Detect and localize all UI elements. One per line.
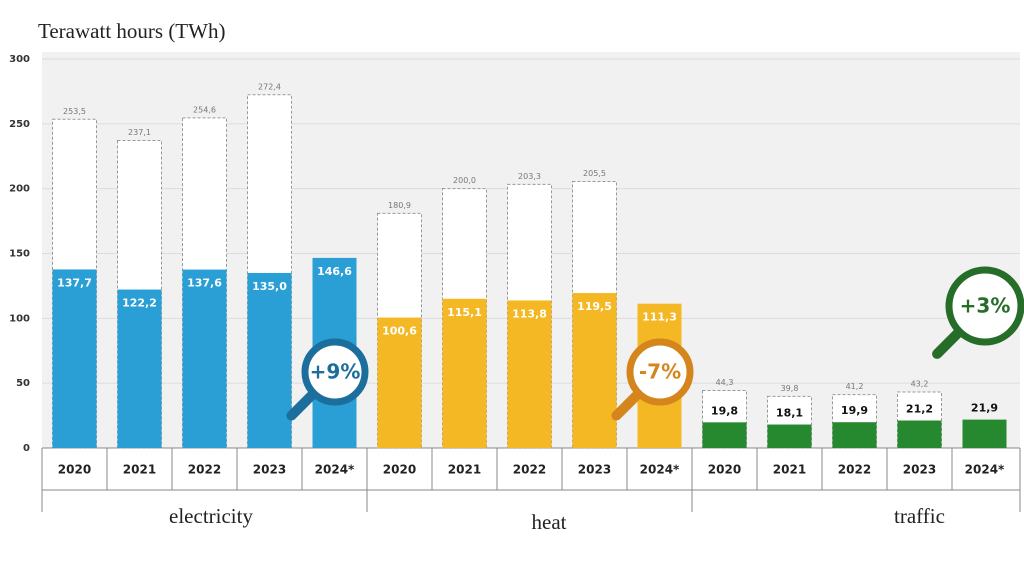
bar xyxy=(247,272,292,448)
total-label: 253,5 xyxy=(63,107,86,116)
value-label: 21,9 xyxy=(971,402,998,415)
badge-handle xyxy=(286,388,319,421)
badge-label: +9% xyxy=(310,360,361,384)
y-tick-label: 250 xyxy=(9,119,30,130)
badge-label: +3% xyxy=(960,294,1011,318)
total-label: 254,6 xyxy=(193,105,216,114)
group-label: electricity xyxy=(169,504,253,528)
x-tick-label: 2021 xyxy=(448,463,481,477)
x-tick-label: 2023 xyxy=(578,463,611,477)
x-tick-label: 2020 xyxy=(383,463,416,477)
x-tick-label: 2024* xyxy=(640,463,680,477)
value-label: 19,8 xyxy=(711,404,738,417)
x-tick-label: 2020 xyxy=(708,463,741,477)
value-label: 21,2 xyxy=(906,403,933,416)
group-label: heat xyxy=(532,510,567,534)
y-tick-label: 200 xyxy=(9,184,30,195)
x-tick-label: 2021 xyxy=(123,463,156,477)
value-label: 18,1 xyxy=(776,407,803,420)
total-label: 44,3 xyxy=(716,378,734,387)
bar xyxy=(897,420,942,448)
x-tick-label: 2021 xyxy=(773,463,806,477)
bar xyxy=(52,269,97,448)
y-tick-label: 150 xyxy=(9,249,30,260)
value-label: 135,0 xyxy=(252,280,287,293)
bar xyxy=(832,422,877,448)
value-label: 122,2 xyxy=(122,297,157,310)
badge xyxy=(301,338,369,406)
badge-label: -7% xyxy=(639,360,681,384)
bar xyxy=(377,317,422,448)
y-tick-label: 100 xyxy=(9,313,30,324)
total-label: 39,8 xyxy=(781,384,799,393)
x-tick-label: 2022 xyxy=(188,463,221,477)
bar xyxy=(442,298,487,448)
value-label: 19,9 xyxy=(841,404,868,417)
value-label: 137,6 xyxy=(187,277,222,290)
total-label: 203,3 xyxy=(518,172,541,181)
total-label: 200,0 xyxy=(453,176,476,185)
x-tick-label: 2022 xyxy=(513,463,546,477)
bar xyxy=(182,269,227,448)
total-label: 41,2 xyxy=(846,382,864,391)
value-label: 146,6 xyxy=(317,265,352,278)
total-label: 180,9 xyxy=(388,201,411,210)
bar xyxy=(572,293,617,448)
bar xyxy=(507,300,552,448)
value-label: 115,1 xyxy=(447,306,482,319)
x-tick-label: 2020 xyxy=(58,463,91,477)
bar xyxy=(962,419,1007,448)
x-tick-label: 2024* xyxy=(315,463,355,477)
total-label: 43,2 xyxy=(911,379,929,388)
value-label: 113,8 xyxy=(512,307,547,320)
x-tick-label: 2023 xyxy=(253,463,286,477)
badge xyxy=(945,266,1024,346)
x-tick-label: 2023 xyxy=(903,463,936,477)
total-label: 205,5 xyxy=(583,169,606,178)
total-label: 272,4 xyxy=(258,82,281,91)
value-label: 137,7 xyxy=(57,276,92,289)
bar xyxy=(767,424,812,448)
badge-handle xyxy=(611,388,644,421)
value-label: 111,3 xyxy=(642,311,677,324)
chart-title: Terawatt hours (TWh) xyxy=(38,19,225,43)
value-label: 119,5 xyxy=(577,300,612,313)
badge xyxy=(626,338,694,406)
bar xyxy=(702,422,747,448)
total-label: 237,1 xyxy=(128,128,151,137)
badge-handle xyxy=(932,326,965,359)
y-tick-label: 0 xyxy=(23,443,30,454)
group-label: traffic xyxy=(894,504,945,528)
y-tick-label: 300 xyxy=(9,54,30,65)
value-label: 100,6 xyxy=(382,325,417,338)
bar xyxy=(117,289,162,448)
y-tick-label: 50 xyxy=(16,378,30,389)
x-tick-label: 2024* xyxy=(965,463,1005,477)
x-tick-label: 2022 xyxy=(838,463,871,477)
